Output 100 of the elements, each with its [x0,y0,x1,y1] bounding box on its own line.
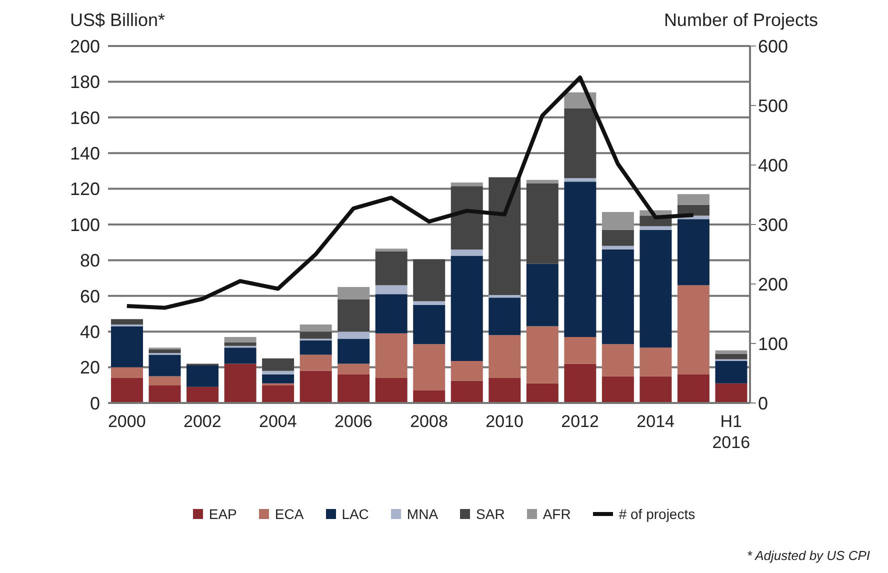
bar [526,183,558,264]
bar [640,226,672,230]
text: * Adjusted by US CPI [746,548,870,563]
y-tick-label: 180 [70,72,100,92]
bar [677,285,710,374]
bar [338,364,370,374]
bar [148,376,181,386]
bar [338,286,370,300]
bar [262,358,294,371]
bar [375,251,408,286]
y2-tick-label: 400 [758,155,788,176]
bar [375,378,408,403]
x-tick-label: H1 2016 [712,412,750,452]
bar [602,230,634,246]
bar [375,294,408,334]
x-tick-label: 2008 [410,412,448,431]
bar [262,374,294,384]
bar [338,374,370,403]
bar [450,249,483,256]
y2-axis-title: Number of Projects [664,10,818,31]
bar [715,350,748,354]
bar [488,298,521,336]
x-tick-label: 2004 [259,412,297,431]
line-series [124,76,696,310]
bar [450,256,483,362]
legend-label: EAP [208,506,237,522]
bar [526,326,558,384]
y-tick-label: 100 [70,214,100,235]
bar [413,304,446,344]
y-tick-label: 160 [70,108,100,128]
y-tick-label: 40 [80,322,100,342]
bar [413,259,446,302]
bar [564,178,596,182]
bar [375,248,408,252]
bar [338,332,370,339]
bar [640,348,672,376]
bar [262,385,294,403]
bar [300,324,332,332]
bar [148,349,181,354]
legend-label: SAR [475,506,505,522]
bar [488,295,521,298]
bar [111,326,143,368]
bar [450,361,483,381]
x-tick-label: 2002 [184,412,222,431]
bar [526,383,558,403]
bar [338,338,370,364]
bar [300,340,332,355]
bar [640,230,672,348]
bar [300,370,332,403]
legend-label: # of projects [618,506,696,522]
bar [564,182,596,337]
bar [148,354,181,376]
bar [300,332,332,339]
bar [375,285,408,294]
bar [111,378,143,403]
bar [602,246,634,250]
bar [224,342,256,346]
x-tick-label: 2010 [486,412,524,431]
x-tick-label: 2012 [561,412,599,431]
bar [450,380,483,403]
y-tick-label: 60 [80,286,100,306]
bar [564,364,596,403]
y-tick-label: 120 [70,179,100,200]
y2-tick-label: 600 [758,36,788,56]
bar [602,212,634,230]
y-tick-label: 20 [80,358,100,378]
bar [640,376,672,403]
y-tick-label: 80 [80,250,100,271]
y2-tick-label: 0 [758,393,768,414]
bar [602,376,634,403]
y-tick-label: 0 [90,393,100,414]
y-tick-label: 140 [70,143,100,164]
y2-tick-label: 300 [758,214,788,235]
bar [564,336,596,364]
x-tick-label: 2000 [108,412,146,431]
x-tick-label: 2006 [334,412,372,431]
legend-label: MNA [406,506,438,522]
y-axis-title: US$ Billion* [70,10,166,31]
bar [262,370,294,374]
bar [602,249,634,344]
bar [677,219,710,286]
bar [224,336,256,342]
bar [111,367,143,378]
bar [488,378,521,403]
bar [715,354,748,360]
y2-tick-label: 200 [758,274,788,294]
y2-tick-label: 100 [758,334,788,354]
bar [413,344,446,391]
legend-label: AFR [542,506,571,522]
legend-label: ECA [274,506,304,522]
bar [715,383,748,403]
bar [224,364,256,403]
bar [186,366,219,387]
bar [450,182,483,186]
bar [526,180,558,184]
bar [224,348,256,364]
bar [413,390,446,403]
bar [148,385,181,403]
bar [488,335,521,378]
x-tick-label: 2014 [636,412,674,431]
